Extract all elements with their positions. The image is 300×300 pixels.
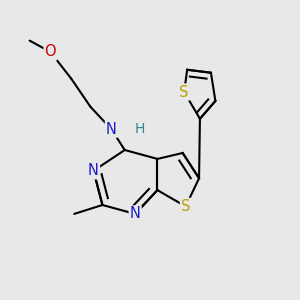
Text: S: S (181, 199, 190, 214)
Text: N: N (88, 163, 99, 178)
Text: O: O (45, 44, 56, 59)
Text: S: S (179, 85, 189, 100)
Text: N: N (130, 206, 141, 221)
Text: N: N (106, 122, 117, 137)
Text: H: H (134, 122, 145, 136)
